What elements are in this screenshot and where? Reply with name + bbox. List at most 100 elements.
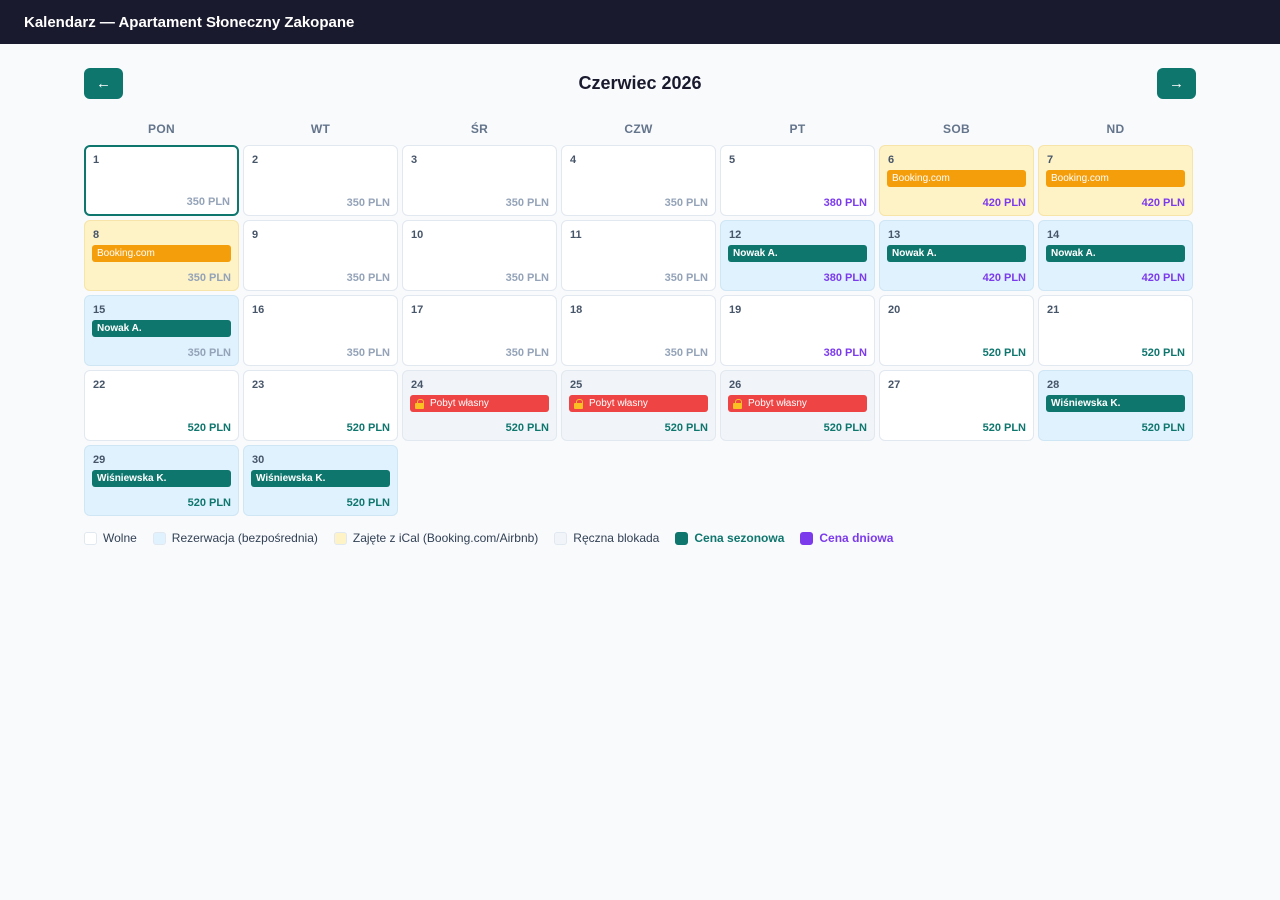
day-cell[interactable]: 26 Pobyt własny 520 PLN [720,370,875,441]
day-number: 10 [411,229,424,241]
day-cell[interactable]: 11 350 PLN [561,220,716,291]
prev-month-button[interactable]: ← [84,68,123,99]
day-price: 520 PLN [346,497,390,509]
day-price: 350 PLN [346,272,390,284]
day-price: 380 PLN [823,272,867,284]
reservation-badge[interactable]: Wiśniewska K. [251,470,390,487]
day-cell[interactable]: 19 380 PLN [720,295,875,366]
day-cell[interactable]: 2 350 PLN [243,145,398,216]
day-price: 520 PLN [1141,347,1185,359]
day-number: 26 [729,379,742,391]
weekday-label: SOB [943,122,970,136]
day-cell[interactable]: 10 350 PLN [402,220,557,291]
badge-label: Nowak A. [97,323,142,334]
ical-badge[interactable]: Booking.com [887,170,1026,187]
day-cell[interactable]: 29 Wiśniewska K. 520 PLN [84,445,239,516]
legend-item: Cena dniowa [800,531,893,545]
day-cell[interactable]: 1 350 PLN [84,145,239,216]
day-price: 350 PLN [346,197,390,209]
day-number: 19 [729,304,742,316]
day-number: 12 [729,229,742,241]
day-number: 8 [93,229,100,241]
weekday-label: ŚR [470,122,489,136]
day-cell[interactable]: 22 520 PLN [84,370,239,441]
day-price: 420 PLN [982,197,1026,209]
day-cell[interactable]: 16 350 PLN [243,295,398,366]
day-number: 5 [729,154,736,166]
reservation-badge[interactable]: Nowak A. [92,320,231,337]
legend-label: Ręczna blokada [573,531,660,545]
day-number: 20 [888,304,901,316]
day-cell[interactable]: 6 Booking.com 420 PLN [879,145,1034,216]
ical-badge[interactable]: Booking.com [1046,170,1185,187]
weekday-label: ND [1106,122,1125,136]
legend-swatch [800,531,814,545]
day-number: 2 [252,154,259,166]
day-cell[interactable]: 18 350 PLN [561,295,716,366]
legend-swatch [675,531,689,545]
weekday-label: PT [789,122,806,136]
day-number: 6 [888,154,895,166]
day-price: 350 PLN [664,272,708,284]
day-cell[interactable]: 3 350 PLN [402,145,557,216]
day-cell[interactable]: 4 350 PLN [561,145,716,216]
next-month-button[interactable]: → [1157,68,1196,99]
day-cell[interactable]: 20 520 PLN [879,295,1034,366]
lock-icon [574,399,583,409]
month-title: Czerwiec 2026 [578,73,702,93]
weekday-header: PON WT ŚR CZW PT SOB ND [84,122,1196,144]
day-number: 4 [570,154,577,166]
weekday-label: PON [148,122,175,136]
day-price: 520 PLN [982,347,1026,359]
day-cell[interactable]: 28 Wiśniewska K. 520 PLN [1038,370,1193,441]
legend-label: Cena sezonowa [694,531,785,545]
day-price: 350 PLN [664,347,708,359]
day-cell[interactable]: 25 Pobyt własny 520 PLN [561,370,716,441]
legend-item: Zajęte z iCal (Booking.com/Airbnb) [333,531,538,545]
block-badge[interactable]: Pobyt własny [728,395,867,412]
app-title: Kalendarz — Apartament Słoneczny Zakopan… [24,13,355,31]
ical-badge[interactable]: Booking.com [92,245,231,262]
day-cell[interactable]: 17 350 PLN [402,295,557,366]
day-cell[interactable]: 5 380 PLN [720,145,875,216]
day-cell[interactable]: 9 350 PLN [243,220,398,291]
day-cell[interactable]: 23 520 PLN [243,370,398,441]
day-number: 18 [570,304,583,316]
day-number: 1 [93,154,100,166]
block-badge[interactable]: Pobyt własny [410,395,549,412]
day-price: 520 PLN [505,422,549,434]
day-cell[interactable]: 24 Pobyt własny 520 PLN [402,370,557,441]
day-cell[interactable]: 8 Booking.com 350 PLN [84,220,239,291]
day-number: 14 [1047,229,1060,241]
reservation-badge[interactable]: Wiśniewska K. [1046,395,1185,412]
reservation-badge[interactable]: Nowak A. [1046,245,1185,262]
day-number: 7 [1047,154,1054,166]
day-price: 520 PLN [187,497,231,509]
day-cell[interactable]: 27 520 PLN [879,370,1034,441]
day-cell[interactable]: 7 Booking.com 420 PLN [1038,145,1193,216]
reservation-badge[interactable]: Wiśniewska K. [92,470,231,487]
day-cell[interactable]: 30 Wiśniewska K. 520 PLN [243,445,398,516]
day-cell[interactable]: 21 520 PLN [1038,295,1193,366]
block-badge[interactable]: Pobyt własny [569,395,708,412]
legend: Wolne Rezerwacja (bezpośrednia) Zajęte z i… [84,530,1196,546]
day-cell[interactable]: 15 Nowak A. 350 PLN [84,295,239,366]
day-price: 420 PLN [982,272,1026,284]
day-number: 27 [888,379,901,391]
day-number: 22 [93,379,106,391]
day-cell[interactable]: 14 Nowak A. 420 PLN [1038,220,1193,291]
day-number: 11 [570,229,582,241]
reservation-badge[interactable]: Nowak A. [887,245,1026,262]
day-cell[interactable]: 12 Nowak A. 380 PLN [720,220,875,291]
badge-label: Booking.com [892,173,950,184]
day-price: 520 PLN [187,422,231,434]
badge-label: Booking.com [97,248,155,259]
day-cell[interactable]: 13 Nowak A. 420 PLN [879,220,1034,291]
day-price: 520 PLN [982,422,1026,434]
day-price: 420 PLN [1141,197,1185,209]
day-price: 350 PLN [505,272,549,284]
reservation-badge[interactable]: Nowak A. [728,245,867,262]
badge-label: Wiśniewska K. [97,473,167,484]
badge-label: Booking.com [1051,173,1109,184]
day-price: 380 PLN [823,347,867,359]
